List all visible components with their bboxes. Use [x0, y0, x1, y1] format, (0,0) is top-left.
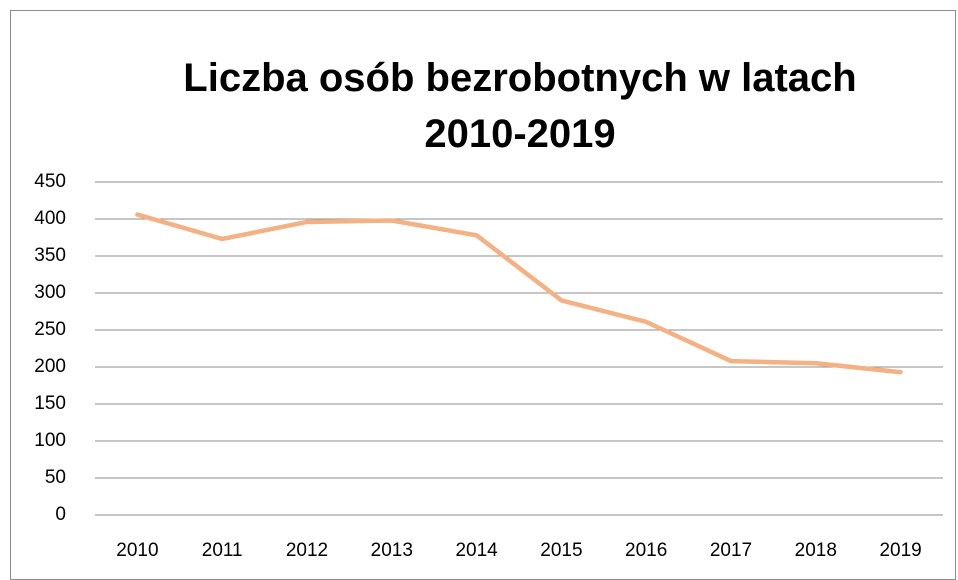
- y-tick-label: 50: [45, 467, 66, 488]
- data-line: [135, 212, 903, 375]
- y-tick-label: 350: [34, 245, 66, 266]
- x-tick-label: 2014: [455, 540, 498, 561]
- y-tick-label: 250: [34, 319, 66, 340]
- x-tick-label: 2017: [710, 540, 752, 561]
- y-tick-label: 0: [55, 504, 66, 525]
- x-tick-label: 2019: [879, 540, 921, 561]
- x-tick-label: 2018: [795, 540, 837, 561]
- y-tick-label: 450: [34, 171, 66, 192]
- x-tick-label: 2015: [540, 540, 582, 561]
- x-tick-label: 2016: [625, 540, 667, 561]
- y-tick-label: 400: [34, 208, 66, 229]
- y-tick-label: 200: [34, 356, 66, 377]
- x-tick-label: 2013: [371, 540, 413, 561]
- y-tick-label: 300: [34, 282, 66, 303]
- x-tick-label: 2010: [116, 540, 158, 561]
- y-tick-label: 150: [34, 393, 66, 414]
- x-tick-label: 2011: [202, 540, 243, 561]
- y-tick-label: 100: [34, 430, 66, 451]
- x-tick-label: 2012: [286, 540, 328, 561]
- chart-title: Liczba osób bezrobotnych w latach 2010-2…: [183, 56, 857, 156]
